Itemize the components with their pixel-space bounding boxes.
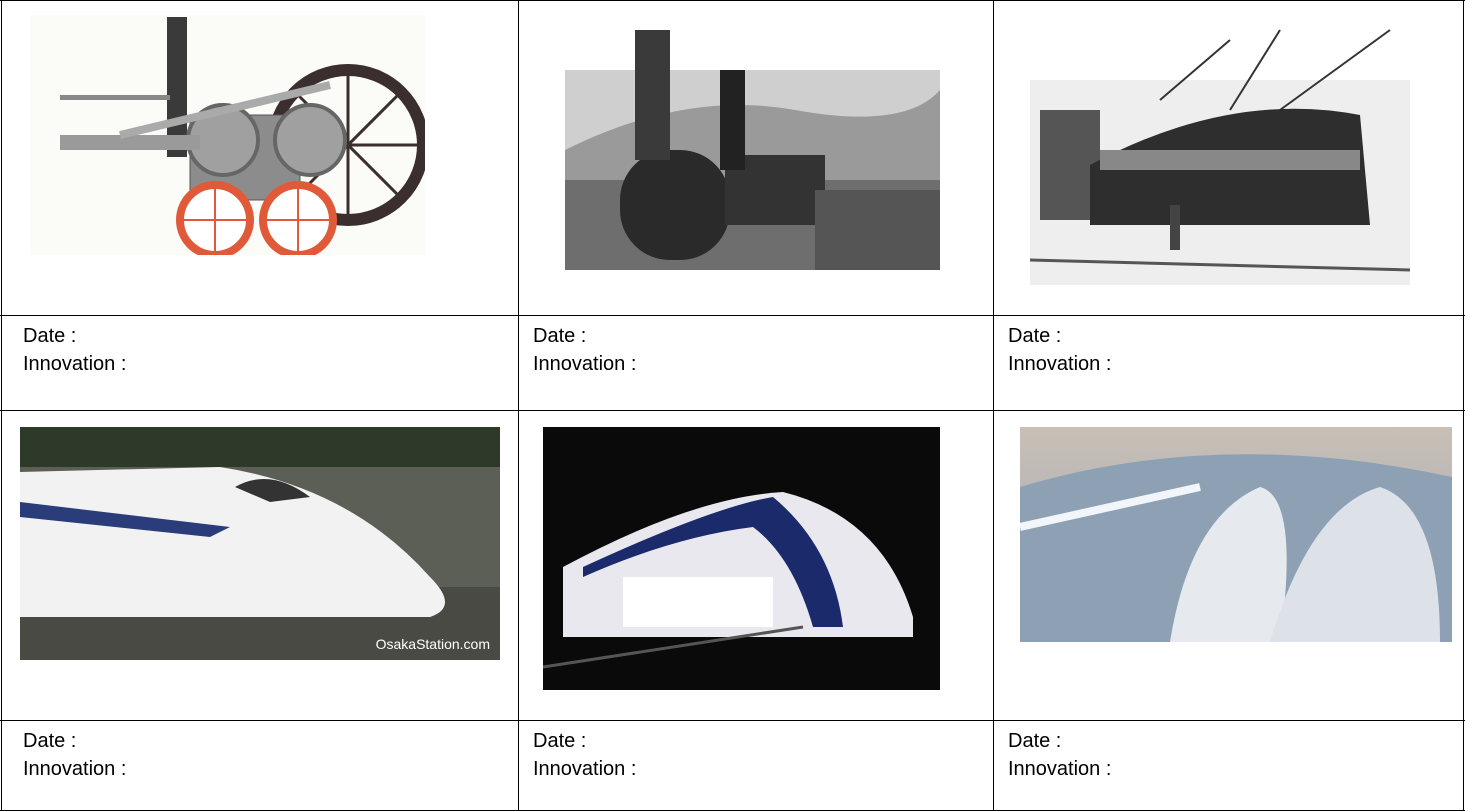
border — [1463, 0, 1464, 811]
border — [1, 0, 2, 811]
border — [993, 0, 994, 811]
innovation-label: Innovation : — [533, 758, 637, 780]
border — [0, 315, 1465, 316]
image-steam-train-photo — [565, 30, 940, 270]
border — [0, 720, 1465, 721]
image-maglev — [543, 427, 940, 690]
date-label: Date : — [1008, 325, 1062, 347]
border — [518, 0, 519, 811]
innovation-label: Innovation : — [1008, 758, 1112, 780]
image-locomotive-drawing — [30, 15, 425, 255]
watermark: OsakaStation.com — [376, 636, 490, 652]
innovation-label: Innovation : — [533, 353, 637, 375]
image-shinkansen: OsakaStation.com — [20, 427, 500, 660]
date-label: Date : — [23, 325, 77, 347]
date-label: Date : — [1008, 730, 1062, 752]
innovation-label: Innovation : — [23, 758, 127, 780]
innovation-label: Innovation : — [23, 353, 127, 375]
image-electric-tram-photo — [1030, 29, 1410, 285]
date-label: Date : — [23, 730, 77, 752]
border — [0, 410, 1465, 411]
date-label: Date : — [533, 730, 587, 752]
border — [0, 0, 1465, 1]
innovation-label: Innovation : — [1008, 353, 1112, 375]
date-label: Date : — [533, 325, 587, 347]
image-hyperloop — [1020, 427, 1452, 642]
